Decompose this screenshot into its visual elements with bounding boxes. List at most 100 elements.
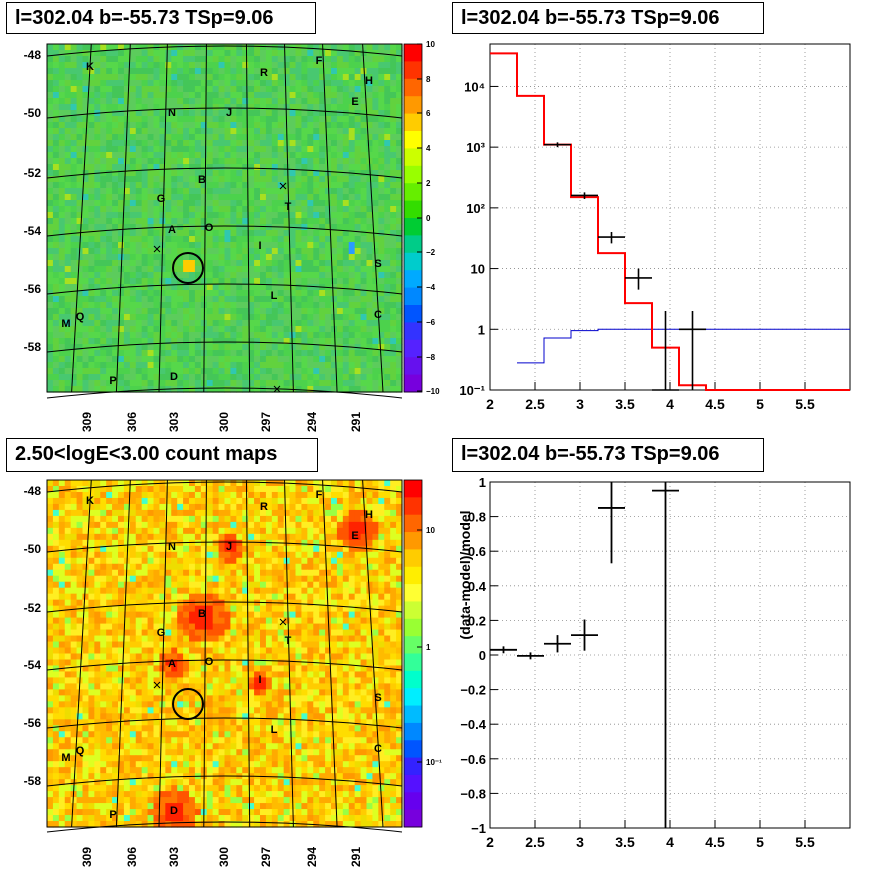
map-pixel [129, 140, 137, 147]
map-pixel [147, 350, 155, 357]
map-pixel [177, 350, 184, 357]
map-pixel [70, 278, 78, 285]
map-pixel [206, 374, 214, 381]
map-pixel [277, 200, 285, 207]
map-pixel [135, 374, 143, 381]
map-pixel [307, 362, 314, 369]
map-pixel [254, 182, 261, 189]
map-pixel [248, 104, 255, 111]
map-pixel [396, 62, 403, 69]
map-pixel [64, 314, 72, 321]
map-pixel [218, 344, 226, 351]
map-pixel [64, 248, 72, 255]
map-pixel [94, 80, 101, 87]
map-pixel [242, 194, 249, 201]
map-pixel [218, 368, 226, 375]
map-pixel [135, 326, 143, 333]
map-pixel [342, 605, 350, 613]
map-pixel [236, 128, 243, 135]
map-pixel [242, 320, 249, 327]
map-pixel [58, 128, 66, 135]
map-pixel [265, 521, 273, 529]
map-pixel [348, 128, 356, 135]
map-pixel [301, 599, 308, 607]
map-pixel [354, 230, 362, 237]
map-pixel [384, 296, 391, 303]
map-pixel [171, 587, 178, 595]
map-pixel [129, 164, 137, 171]
map-pixel [88, 152, 95, 159]
map-pixel [171, 497, 178, 505]
map-pixel [47, 380, 54, 387]
map-pixel [141, 272, 149, 279]
map-pixel [236, 593, 243, 601]
map-pixel [242, 242, 249, 249]
map-pixel [301, 206, 308, 213]
map-pixel [129, 122, 137, 129]
map-pixel [301, 164, 308, 171]
map-pixel [135, 539, 143, 547]
map-pixel [236, 266, 243, 273]
map-pixel [342, 122, 350, 129]
map-pixel [295, 200, 303, 207]
map-pixel [171, 278, 178, 285]
map-pixel [58, 320, 66, 327]
map-pixel [206, 266, 214, 273]
map-pixel [82, 182, 90, 189]
map-pixel [384, 284, 391, 291]
map-pixel [147, 563, 155, 571]
map-pixel [183, 140, 190, 147]
map-pixel [76, 92, 84, 99]
map-pixel [100, 74, 107, 81]
map-pixel [189, 356, 196, 363]
map-pixel [384, 320, 391, 327]
map-pixel [135, 332, 143, 339]
map-pixel [289, 557, 297, 565]
map-pixel [194, 515, 202, 523]
map-pixel [94, 248, 101, 255]
map-pixel [118, 480, 125, 487]
map-pixel [301, 563, 308, 571]
map-pixel [70, 68, 78, 75]
map-pixel [165, 260, 172, 267]
map-pixel [289, 551, 297, 559]
map-pixel [248, 80, 255, 87]
map-pixel [153, 338, 161, 345]
map-pixel [319, 170, 326, 177]
map-pixel [301, 266, 308, 273]
map-pixel [354, 74, 362, 81]
map-pixel [194, 617, 202, 625]
map-pixel [319, 74, 326, 81]
map-pixel [47, 98, 54, 105]
map-pixel [135, 56, 143, 63]
map-pixel [123, 74, 131, 81]
map-pixel [218, 338, 226, 345]
map-pixel [206, 44, 214, 51]
map-pixel [230, 551, 237, 559]
map-pixel [242, 266, 249, 273]
map-pixel [248, 338, 255, 345]
map-pixel [82, 152, 90, 159]
map-pixel [118, 326, 125, 333]
map-pixel [159, 272, 166, 279]
map-pixel [384, 527, 391, 535]
map-pixel [348, 176, 356, 183]
map-pixel [325, 242, 332, 249]
map-pixel [171, 362, 178, 369]
map-pixel [88, 212, 95, 219]
map-pixel [319, 128, 326, 135]
map-pixel [236, 326, 243, 333]
map-pixel [183, 533, 190, 541]
map-pixel [218, 617, 226, 625]
map-pixel [265, 320, 273, 327]
map-pixel [265, 545, 273, 553]
map-pixel [194, 290, 202, 297]
colorbar-band [404, 235, 422, 254]
map-pixel [47, 140, 54, 147]
map-pixel [200, 266, 208, 273]
map-pixel [372, 146, 379, 153]
map-pixel [336, 182, 344, 189]
map-pixel [295, 581, 303, 589]
map-pixel [100, 374, 107, 381]
map-pixel [336, 332, 344, 339]
